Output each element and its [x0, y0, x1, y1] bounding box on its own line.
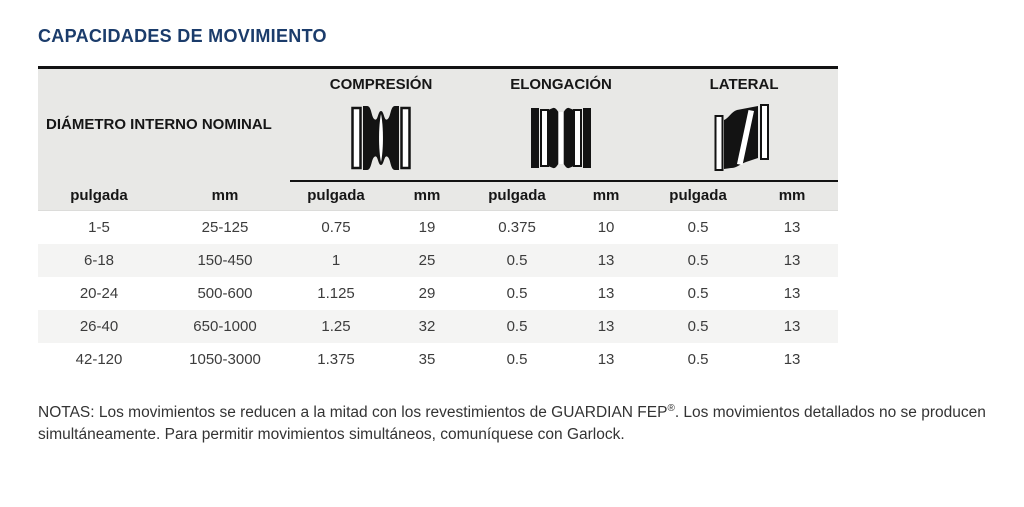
cell-lateral-mm: 13 [783, 350, 801, 368]
lateral-label: LATERAL [709, 76, 779, 93]
cell-diameter-mm: 650-1000 [193, 317, 257, 335]
compression-label: COMPRESIÓN [329, 76, 433, 93]
unit-header: pulgada [38, 180, 160, 211]
compression-joint-icon [290, 103, 472, 173]
unit-header: pulgada [290, 179, 383, 211]
cell-elongation-mm: 13 [597, 317, 615, 335]
unit-header: mm [746, 179, 839, 211]
cell-diameter-pulgada: 26-40 [79, 317, 119, 335]
cell-lateral-pulgada: 0.5 [687, 317, 709, 335]
cell-elongation-pulgada: 0.375 [498, 218, 536, 236]
cell-compression-mm: 19 [418, 218, 436, 236]
cell-elongation-pulgada: 0.5 [506, 284, 528, 302]
cell-compression-mm: 35 [418, 350, 436, 368]
cell-lateral-pulgada: 0.5 [687, 251, 709, 269]
cell-elongation-pulgada: 0.5 [506, 251, 528, 269]
cell-elongation-mm: 13 [597, 251, 615, 269]
cell-compression-pulgada: 1.125 [317, 284, 355, 302]
cell-compression-mm: 29 [418, 284, 436, 302]
footnote-text-before-trademark: NOTAS: Los movimientos se reducen a la m… [38, 403, 668, 421]
cell-elongation-mm: 13 [597, 350, 615, 368]
footnote: NOTAS: Los movimientos se reducen a la m… [38, 402, 996, 446]
cell-compression-pulgada: 1.25 [321, 317, 351, 335]
cell-compression-pulgada: 0.75 [321, 218, 351, 236]
footnote-text-after-trademark: . Los movimientos detallados no se produ… [38, 403, 986, 443]
cell-lateral-mm: 13 [783, 251, 801, 269]
page-title: CAPACIDADES DE MOVIMIENTO [38, 26, 327, 46]
cell-diameter-mm: 150-450 [197, 251, 253, 269]
unit-header: mm [160, 180, 291, 211]
movement-capacities-table: DIÁMETRO INTERNO NOMINAL COMPRESIÓN ELON… [38, 66, 839, 376]
cell-elongation-mm: 10 [597, 218, 615, 236]
cell-compression-pulgada: 1.375 [317, 350, 355, 368]
table-row: 26-40 650-1000 1.25 32 0.5 13 0.5 13 [38, 309, 839, 343]
cell-diameter-mm: 25-125 [201, 218, 249, 236]
cell-diameter-mm: 1050-3000 [189, 350, 261, 368]
elongation-joint-icon [472, 103, 650, 173]
elongation-label: ELONGACIÓN [510, 76, 612, 93]
cell-compression-pulgada: 1 [331, 251, 341, 269]
compression-group-header: COMPRESIÓN [290, 67, 473, 181]
unit-header: pulgada [650, 179, 747, 211]
cell-lateral-mm: 13 [783, 218, 801, 236]
cell-compression-mm: 32 [418, 317, 436, 335]
table-group-header-row: DIÁMETRO INTERNO NOMINAL COMPRESIÓN ELON… [38, 67, 839, 181]
cell-diameter-pulgada: 1-5 [88, 218, 110, 236]
table-row: 20-24 500-600 1.125 29 0.5 13 0.5 13 [38, 277, 838, 310]
table-row: 42-120 1050-3000 1.375 35 0.5 13 0.5 13 [38, 343, 838, 376]
table-row: 1-5 25-125 0.75 19 0.375 10 0.5 13 [38, 211, 838, 244]
cell-lateral-mm: 13 [783, 317, 801, 335]
elongation-group-header: ELONGACIÓN [472, 67, 651, 181]
cell-diameter-pulgada: 20-24 [79, 284, 119, 302]
cell-diameter-pulgada: 6-18 [83, 251, 115, 269]
cell-lateral-mm: 13 [783, 284, 801, 302]
registered-trademark-symbol: ® [667, 402, 675, 414]
unit-header: pulgada [472, 179, 563, 211]
cell-lateral-pulgada: 0.5 [687, 284, 709, 302]
cell-compression-mm: 25 [418, 251, 436, 269]
lateral-joint-icon [650, 103, 838, 173]
cell-elongation-pulgada: 0.5 [506, 317, 528, 335]
cell-diameter-mm: 500-600 [197, 284, 253, 302]
unit-header: mm [562, 179, 651, 211]
diameter-group-header: DIÁMETRO INTERNO NOMINAL [38, 67, 291, 181]
lateral-group-header: LATERAL [650, 67, 839, 181]
table-units-header-row: pulgada mm pulgada mm pulgada mm pulgada… [38, 179, 839, 211]
cell-lateral-pulgada: 0.5 [687, 218, 709, 236]
cell-elongation-pulgada: 0.5 [506, 350, 528, 368]
cell-elongation-mm: 13 [597, 284, 615, 302]
cell-diameter-pulgada: 42-120 [75, 350, 123, 368]
unit-header: mm [382, 179, 473, 211]
table-row: 6-18 150-450 1 25 0.5 13 0.5 13 [38, 243, 839, 277]
cell-lateral-pulgada: 0.5 [687, 350, 709, 368]
